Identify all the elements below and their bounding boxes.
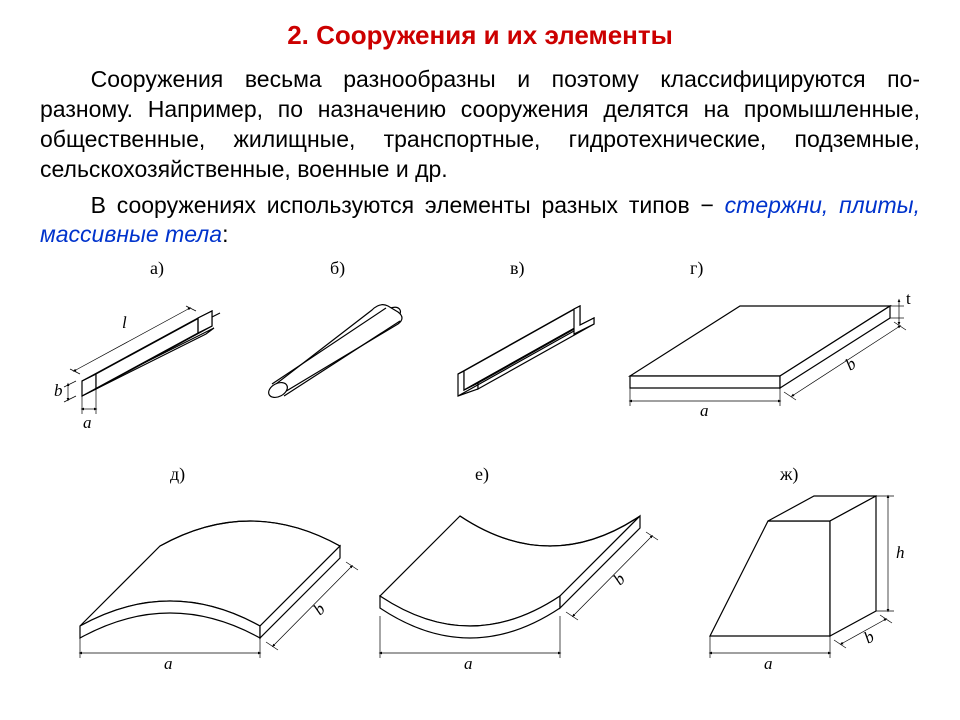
dim-g-t: t — [906, 289, 911, 308]
diagram-area: а) — [40, 256, 920, 696]
label-b: б) — [330, 258, 345, 279]
paragraph-1: Сооружения весьма разнообразны и поэтому… — [40, 65, 920, 185]
dim-zh-b: b — [861, 627, 878, 648]
label-e: е) — [475, 464, 489, 485]
paragraph-2: В сооружениях используются элементы разн… — [40, 191, 920, 251]
dim-a-b: b — [54, 381, 63, 400]
label-v: в) — [510, 258, 525, 279]
label-d: д) — [170, 464, 185, 485]
label-g: г) — [690, 258, 703, 279]
dim-zh-a: a — [764, 654, 773, 673]
figure-zh: ж) a b — [710, 464, 905, 673]
para2-prefix: В сооружениях используются элементы разн… — [91, 192, 725, 218]
label-a: а) — [150, 258, 164, 279]
dim-d-a: a — [164, 654, 173, 673]
figure-b: б) — [266, 258, 403, 400]
dim-a-a: a — [83, 413, 92, 432]
dim-e-a: a — [464, 654, 473, 673]
dim-zh-h: h — [896, 543, 905, 562]
dim-g-a: a — [700, 401, 709, 420]
figure-e: е) a b — [380, 464, 658, 673]
section-title: 2. Сооружения и их элементы — [40, 20, 920, 51]
dim-g-b: b — [842, 354, 859, 375]
slide-page: 2. Сооружения и их элементы Сооружения в… — [0, 0, 960, 720]
para2-colon: : — [222, 221, 228, 247]
figure-d: д) a b — [80, 464, 358, 673]
dim-d-b: b — [309, 600, 328, 619]
figure-v: в) — [458, 258, 594, 396]
figure-a: а) — [54, 258, 220, 432]
dim-e-b: b — [609, 570, 628, 589]
label-zh: ж) — [779, 464, 798, 485]
figure-g: г) a b — [630, 258, 911, 420]
dim-a-l: l — [122, 313, 127, 332]
